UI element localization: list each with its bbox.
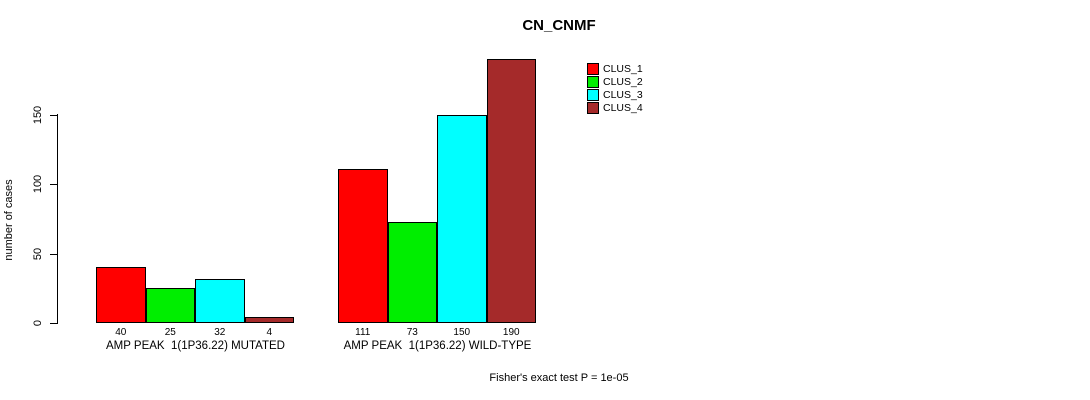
bar xyxy=(437,114,487,323)
y-axis-tick-label: 50 xyxy=(32,247,44,260)
bar-value-label: 73 xyxy=(406,327,418,338)
legend-row: CLUS_2 xyxy=(587,75,643,88)
legend-label: CLUS_4 xyxy=(603,101,643,114)
bar-value-label: 4 xyxy=(266,327,273,338)
bar-value-label: 111 xyxy=(355,327,371,338)
bar xyxy=(387,221,437,323)
chart-title: CN_CNMF xyxy=(522,17,596,34)
bar-value-label: 150 xyxy=(453,327,471,338)
group-label-mutated: AMP PEAK 1(1P36.22) MUTATED xyxy=(106,340,285,352)
bar-value-label: 25 xyxy=(164,327,176,338)
y-axis-tick xyxy=(50,114,57,116)
bar xyxy=(486,59,536,323)
legend-row: CLUS_3 xyxy=(587,88,643,101)
y-axis-tick-label: 100 xyxy=(32,175,44,194)
fisher-test-annotation: Fisher's exact test P = 1e-05 xyxy=(489,372,629,384)
legend-swatch xyxy=(587,62,599,75)
y-axis-tick xyxy=(50,253,57,255)
bar xyxy=(96,267,146,323)
group-label-wild-type: AMP PEAK 1(1P36.22) WILD-TYPE xyxy=(343,340,532,352)
legend-label: CLUS_2 xyxy=(603,75,643,88)
bar xyxy=(244,317,294,323)
y-axis-line xyxy=(57,114,58,324)
legend-label: CLUS_3 xyxy=(603,88,643,101)
y-axis-tick-label: 0 xyxy=(32,319,44,327)
legend-row: CLUS_4 xyxy=(587,101,643,114)
bar xyxy=(195,278,245,323)
legend-swatch xyxy=(587,75,599,88)
y-axis-tick xyxy=(50,323,57,324)
legend-swatch xyxy=(587,101,599,114)
bar xyxy=(145,288,195,323)
y-axis-tick-label: 150 xyxy=(32,105,44,124)
bar xyxy=(338,168,388,323)
y-axis-tick xyxy=(50,184,57,186)
y-axis-label: number of cases xyxy=(3,179,15,261)
bar-value-label: 40 xyxy=(115,327,127,338)
legend-swatch xyxy=(587,88,599,101)
bar-value-label: 32 xyxy=(214,327,226,338)
legend: CLUS_1 CLUS_2 CLUS_3 CLUS_4 xyxy=(587,62,643,114)
legend-label: CLUS_1 xyxy=(603,62,643,75)
bar-value-label: 190 xyxy=(502,327,520,338)
legend-row: CLUS_1 xyxy=(587,62,643,75)
